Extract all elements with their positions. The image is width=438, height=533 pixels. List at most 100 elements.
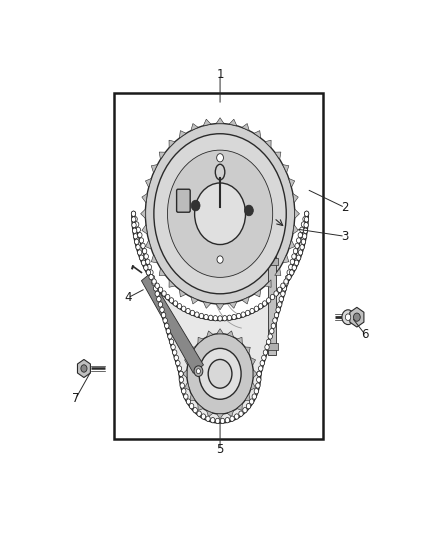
Circle shape [258,366,263,371]
Circle shape [201,414,206,419]
Circle shape [132,228,137,233]
Circle shape [155,291,159,296]
Circle shape [194,366,203,376]
Circle shape [131,211,136,216]
Circle shape [298,232,303,238]
Polygon shape [191,124,198,131]
Circle shape [131,217,136,222]
Circle shape [254,306,258,311]
Circle shape [244,205,253,216]
Circle shape [268,334,272,339]
Circle shape [155,283,159,288]
Circle shape [281,283,285,288]
Circle shape [249,399,254,404]
Circle shape [208,315,213,320]
Polygon shape [216,304,224,310]
Circle shape [227,315,232,320]
Polygon shape [145,240,151,249]
Circle shape [282,286,286,291]
Circle shape [301,239,306,245]
Circle shape [179,371,183,376]
Circle shape [304,211,309,216]
Circle shape [230,416,234,422]
Circle shape [292,265,297,270]
Circle shape [179,371,183,376]
Circle shape [257,377,261,382]
Circle shape [297,255,301,261]
Circle shape [141,243,145,248]
Circle shape [211,417,215,423]
Circle shape [276,307,280,312]
Circle shape [257,371,261,376]
Circle shape [304,222,308,228]
Circle shape [145,124,295,304]
Circle shape [220,418,225,424]
Circle shape [290,270,294,275]
Bar [266,259,278,265]
Circle shape [217,256,223,263]
Circle shape [237,313,241,319]
Circle shape [180,383,184,388]
Text: 3: 3 [341,230,349,243]
Polygon shape [245,394,250,401]
Polygon shape [245,347,250,353]
Circle shape [165,323,169,328]
Circle shape [147,264,152,270]
Circle shape [227,276,233,282]
Text: 6: 6 [362,328,369,341]
Circle shape [286,275,290,280]
Circle shape [303,228,307,233]
Polygon shape [190,394,195,401]
Circle shape [234,414,239,419]
Circle shape [134,222,139,227]
Circle shape [138,250,142,255]
Circle shape [277,287,282,293]
Circle shape [262,301,267,306]
Polygon shape [159,268,166,276]
Polygon shape [229,302,237,308]
Circle shape [170,339,174,344]
Circle shape [225,417,230,423]
Circle shape [173,301,178,306]
Circle shape [239,411,243,416]
Circle shape [197,411,201,416]
Circle shape [270,294,275,300]
Text: 7: 7 [72,392,80,405]
Circle shape [208,359,232,388]
Circle shape [292,254,296,259]
Circle shape [136,227,141,232]
Circle shape [169,298,174,303]
Circle shape [232,314,236,320]
Circle shape [217,154,223,162]
Polygon shape [265,280,271,287]
Polygon shape [151,165,157,173]
Circle shape [194,183,246,245]
Circle shape [252,394,257,399]
Circle shape [186,399,191,404]
Polygon shape [289,240,295,249]
Circle shape [258,304,263,309]
Polygon shape [141,209,145,219]
Circle shape [199,349,241,399]
Circle shape [133,233,138,239]
Polygon shape [237,404,242,410]
Polygon shape [190,347,195,353]
Polygon shape [295,209,300,219]
Polygon shape [142,193,147,203]
FancyBboxPatch shape [177,189,190,212]
Circle shape [167,150,273,277]
Circle shape [278,302,282,307]
Circle shape [204,314,208,320]
Circle shape [160,307,164,312]
Circle shape [284,279,288,284]
Circle shape [176,360,180,366]
Polygon shape [191,297,198,304]
Circle shape [289,264,293,270]
Circle shape [173,350,177,355]
Polygon shape [275,268,281,276]
Polygon shape [132,214,308,423]
Circle shape [146,270,151,275]
Polygon shape [289,179,295,188]
Circle shape [261,355,266,360]
Circle shape [182,389,186,394]
